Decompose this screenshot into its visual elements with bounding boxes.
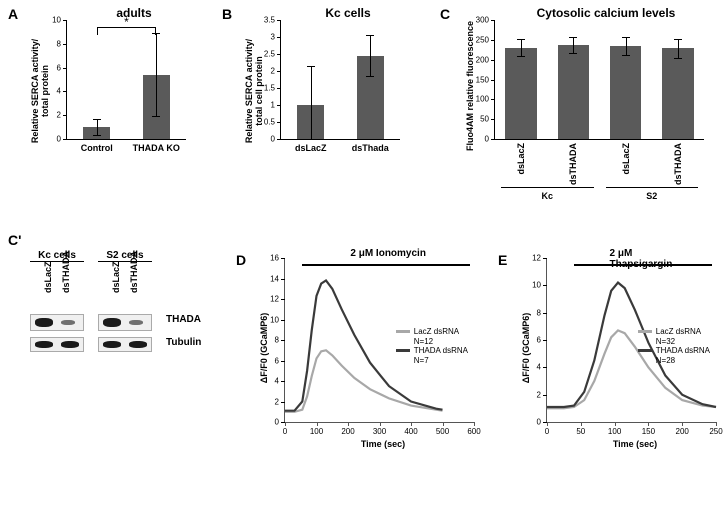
- blot-protein-thada: THADA: [166, 314, 201, 325]
- panel-b-ylabel: Relative SERCA activity/total cell prote…: [244, 31, 264, 151]
- panel-e-label: E: [498, 252, 507, 268]
- panel-cp-label: C': [8, 232, 21, 248]
- panel-a: adults Relative SERCA activity/total pro…: [24, 6, 194, 140]
- panel-a-label: A: [8, 6, 18, 22]
- panel-c-plot: 050100150200250300dsLacZdsTHADAdsLacZdsT…: [494, 20, 704, 140]
- panel-e-xlabel: Time (sec): [546, 439, 724, 449]
- panel-d-ylabel: ΔF/F0 (GCaMP6): [259, 288, 269, 408]
- panel-cp: Kc cellsdsLacZdsTHADA S2 cellsdsLacZdsTH…: [24, 250, 214, 352]
- panel-d-xlabel: Time (sec): [284, 439, 482, 449]
- panel-b-title: Kc cells: [288, 6, 408, 20]
- panel-d-label: D: [236, 252, 246, 268]
- panel-c-ylabel: Fluo4AM relative fluorescence: [465, 6, 475, 166]
- panel-e-plot: 0246810120501001502002502 μM Thapsigargi…: [546, 258, 716, 423]
- panel-b-plot: 00.511.522.533.5dsLacZdsThada: [280, 20, 400, 140]
- panel-b-label: B: [222, 6, 232, 22]
- panel-c-title: Cytosolic calcium levels: [496, 6, 716, 20]
- panel-a-title: adults: [74, 6, 194, 20]
- blot-kc: Kc cellsdsLacZdsTHADA: [30, 250, 84, 352]
- panel-d-plot: 024681012141601002003004005006002 μM Ion…: [284, 258, 474, 423]
- panel-b: Kc cells Relative SERCA activity/total c…: [238, 6, 408, 140]
- panel-a-plot: 0246810ControlTHADA KO*: [66, 20, 186, 140]
- blot-s2: S2 cellsdsLacZdsTHADA: [98, 250, 152, 352]
- blot-protein-tubulin: Tubulin: [166, 337, 201, 348]
- panel-d: ΔF/F0 (GCaMP6) 0246810121416010020030040…: [252, 258, 482, 449]
- panel-c: Cytosolic calcium levels Fluo4AM relativ…: [456, 6, 716, 140]
- panel-e-ylabel: ΔF/F0 (GCaMP6): [521, 288, 531, 408]
- panel-c-label: C: [440, 6, 450, 22]
- panel-a-ylabel: Relative SERCA activity/total protein: [30, 31, 50, 151]
- panel-e: ΔF/F0 (GCaMP6) 0246810120501001502002502…: [514, 258, 724, 449]
